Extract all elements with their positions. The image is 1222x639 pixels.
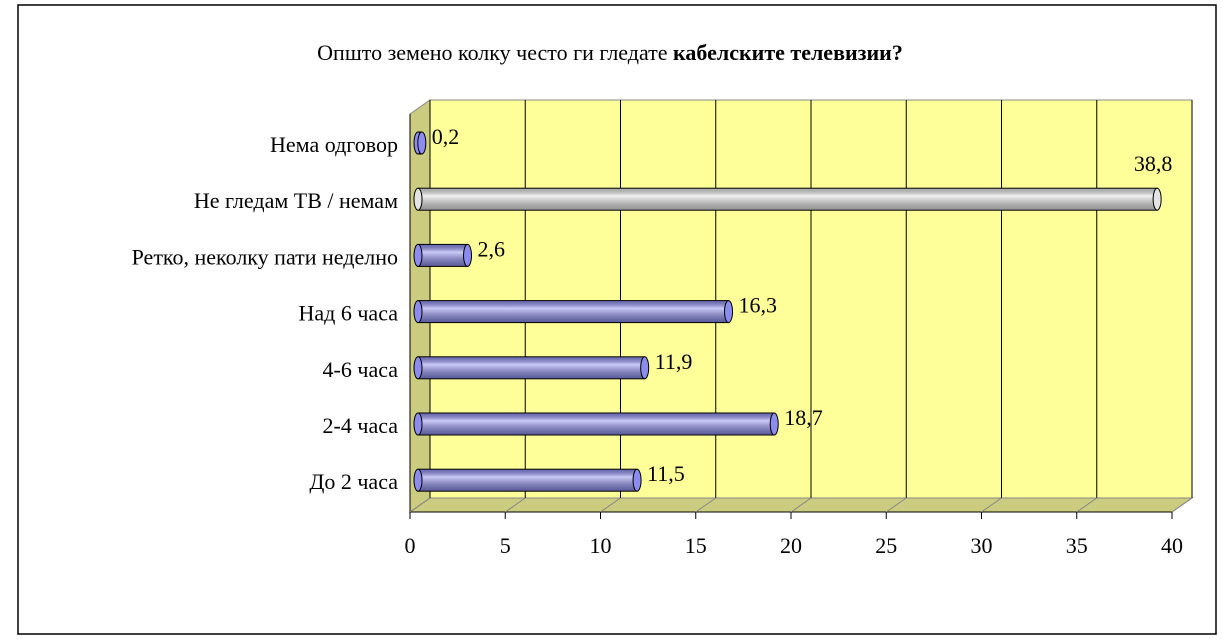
- bar-shade: [418, 244, 468, 267]
- bar-start-cap: [413, 468, 423, 492]
- data-label: 16,3: [739, 293, 778, 318]
- floor-line: [504, 497, 526, 513]
- bar-end-cap: [769, 412, 779, 436]
- y-tick-label: Ретко, неколку пати неделно: [132, 244, 398, 269]
- floor-line: [695, 497, 717, 513]
- bar-end-cap: [724, 300, 734, 324]
- bar-start-cap: [413, 300, 423, 324]
- data-label: 18,7: [784, 405, 823, 430]
- floor-line: [409, 497, 431, 513]
- bar-end-cap: [1152, 187, 1162, 211]
- data-label: 0,2: [432, 124, 460, 149]
- x-tick-label: 40: [1161, 533, 1183, 558]
- y-tick-label: Нема одговор: [270, 132, 398, 157]
- bar-start-cap: [413, 356, 423, 380]
- title-part: Општо земено колку често ги гледате: [317, 40, 667, 65]
- y-tick-label: До 2 часа: [309, 469, 398, 494]
- x-tick-label: 0: [405, 533, 416, 558]
- x-tick-label: 15: [685, 533, 707, 558]
- bar-end-cap: [632, 468, 642, 492]
- bar-shade: [418, 188, 1158, 211]
- x-tick-label: 20: [780, 533, 802, 558]
- floor-line: [790, 497, 812, 513]
- title-bold: кабелските телевизии?: [673, 40, 903, 65]
- floor-line: [600, 497, 621, 513]
- bar-end-cap: [417, 131, 427, 155]
- bar-end-cap: [463, 243, 473, 267]
- bar-shade: [418, 300, 729, 323]
- y-tick-label: 2-4 часа: [323, 413, 399, 438]
- y-tick-label: 4-6 часа: [323, 357, 399, 382]
- floor-line: [1076, 497, 1098, 513]
- x-tick-label: 30: [971, 533, 993, 558]
- bar-shade: [418, 413, 775, 435]
- bar-shade: [418, 356, 645, 379]
- data-label: 38,8: [1134, 151, 1173, 176]
- bar-start-cap: [413, 412, 423, 436]
- data-label: 11,9: [655, 349, 693, 374]
- x-tick-label: 5: [500, 533, 511, 558]
- bar-shade: [418, 469, 638, 492]
- y-tick-label: Над 6 часа: [299, 301, 399, 326]
- data-label: 2,6: [478, 236, 506, 261]
- y-tick-label: Не гледам ТВ / немам: [194, 188, 398, 213]
- bar-start-cap: [413, 187, 423, 211]
- x-tick-label: 35: [1066, 533, 1088, 558]
- floor-line: [885, 497, 907, 513]
- floor-line: [1171, 497, 1193, 513]
- chart-title: Општо земено колку често ги гледате кабе…: [317, 40, 903, 65]
- data-label: 11,5: [647, 461, 685, 486]
- bar-end-cap: [640, 356, 650, 380]
- x-tick-label: 10: [590, 533, 612, 558]
- bar-start-cap: [413, 243, 423, 267]
- x-tick-label: 25: [875, 533, 897, 558]
- floor-line: [981, 497, 1002, 513]
